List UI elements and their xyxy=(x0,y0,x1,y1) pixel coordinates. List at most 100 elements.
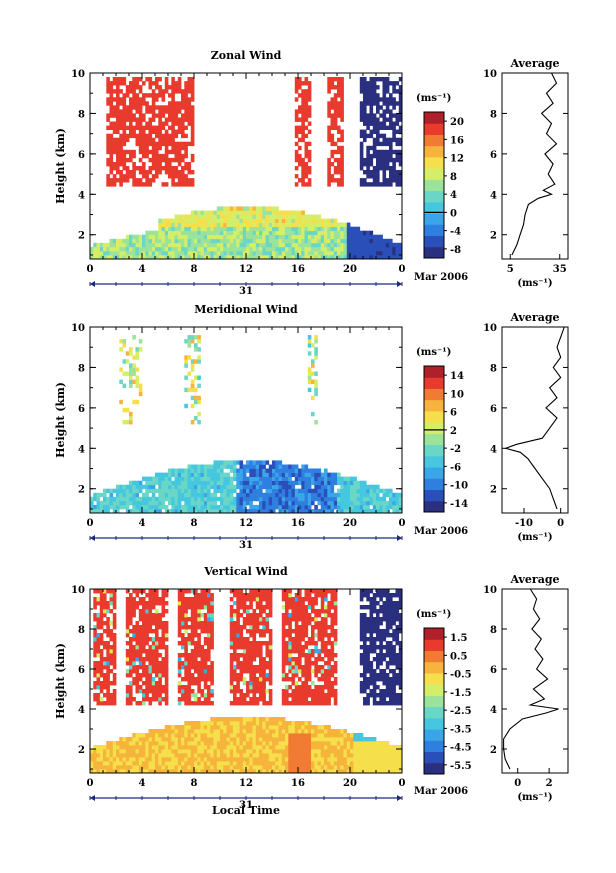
x-axis-label: Local Time xyxy=(212,804,280,817)
profile-y-tick: 2 xyxy=(490,485,497,496)
colorbar-tick: 14 xyxy=(450,371,464,382)
panel-title: Zonal Wind xyxy=(211,49,282,62)
colorbar-tick: 10 xyxy=(450,389,464,400)
profile-y-tick: 8 xyxy=(490,109,497,120)
colorbar-tick: -4 xyxy=(450,227,461,238)
colorbar-tick: 1.5 xyxy=(450,633,467,644)
y-tick-label: 10 xyxy=(71,323,85,334)
month-label: Mar 2006 xyxy=(414,526,468,537)
profile-line xyxy=(503,588,559,770)
x-tick-label: 4 xyxy=(139,778,146,789)
average-profile: Average 2 4 6 8 10 0 2 (ms⁻¹) xyxy=(483,573,569,803)
x-tick-label: 12 xyxy=(239,778,253,789)
colorbar-tick: -10 xyxy=(450,481,468,492)
x-tick-label: 16 xyxy=(291,518,305,529)
profile-y-tick: 4 xyxy=(490,444,497,455)
x-tick-label: 0 xyxy=(399,518,406,529)
colorbar-tick: 0.5 xyxy=(450,651,467,662)
colorbar-tick: -3.5 xyxy=(450,724,472,735)
x-tick-label: 0 xyxy=(87,518,94,529)
average-profile: Average 2 4 6 8 10 5 35(ms⁻¹) xyxy=(483,57,569,289)
average-title: Average xyxy=(509,311,559,324)
colorbar-tick: -0.5 xyxy=(450,670,472,681)
x-tick-label: 16 xyxy=(291,264,305,275)
profile-line xyxy=(503,326,565,510)
profile-y-tick: 4 xyxy=(490,190,497,201)
colorbar-tick: 4 xyxy=(450,190,457,201)
profile-y-tick: 8 xyxy=(490,363,497,374)
profile-x-tick: 5 xyxy=(507,264,514,275)
x-tick-label: 0 xyxy=(87,264,94,275)
x-tick-label: 12 xyxy=(239,264,253,275)
profile-line xyxy=(511,72,558,256)
profile-y-tick: 10 xyxy=(483,69,497,80)
colorbar-tick: -4.5 xyxy=(450,743,472,754)
colorbar-tick: -8 xyxy=(450,245,461,256)
profile-x-tick: 35 xyxy=(553,264,567,275)
colorbar-tick: 8 xyxy=(450,172,457,183)
y-tick-label: 4 xyxy=(78,190,85,201)
average-profile: Average 2 4 6 8 10 -10 0 (ms⁻¹) xyxy=(483,311,569,543)
profile-y-tick: 4 xyxy=(490,705,497,716)
x-tick-label: 4 xyxy=(139,518,146,529)
date-label: 31 xyxy=(239,286,253,297)
y-tick-label: 8 xyxy=(78,625,85,636)
colorbar-tick: 2 xyxy=(450,426,457,437)
profile-y-tick: 6 xyxy=(490,404,497,415)
profile-y-tick: 8 xyxy=(490,625,497,636)
x-tick-label: 0 xyxy=(399,264,406,275)
x-tick-label: 0 xyxy=(87,778,94,789)
y-tick-label: 2 xyxy=(78,231,85,242)
date-label: 31 xyxy=(239,800,253,811)
y-tick-label: 10 xyxy=(71,585,85,596)
profile-frame xyxy=(501,326,569,514)
x-tick-label: 8 xyxy=(191,778,198,789)
profile-units: (ms⁻¹) xyxy=(517,792,552,803)
x-tick-label: 20 xyxy=(343,518,357,529)
colorbar-tick: -2.5 xyxy=(450,706,472,717)
x-tick-label: 8 xyxy=(191,264,198,275)
x-tick-label: 12 xyxy=(239,518,253,529)
colorbar-tick: -5.5 xyxy=(450,761,472,772)
y-tick-label: 2 xyxy=(78,745,85,756)
profile-x-tick: 0 xyxy=(514,778,521,789)
heatmap-cells xyxy=(90,77,403,260)
y-tick-label: 4 xyxy=(78,705,85,716)
x-tick-label: 4 xyxy=(139,264,146,275)
profile-frame xyxy=(501,72,569,260)
y-tick-label: 2 xyxy=(78,485,85,496)
month-label: Mar 2006 xyxy=(414,272,468,283)
colorbar-tick: -6 xyxy=(450,462,461,473)
average-title: Average xyxy=(509,573,559,586)
colorbar-tick: 6 xyxy=(450,408,457,419)
profile-x-tick: -10 xyxy=(515,518,533,529)
colorbar-tick: -2 xyxy=(450,444,461,455)
x-tick-label: 20 xyxy=(343,778,357,789)
y-axis-label: Height (km) xyxy=(54,643,67,719)
colorbar: (ms⁻¹) 1.5 0.5 -0.5 -1.5 -2.5 -3.5 -4.5 -5.5 xyxy=(416,609,472,775)
average-title: Average xyxy=(509,57,559,70)
panel-title: Vertical Wind xyxy=(203,565,288,578)
profile-y-tick: 6 xyxy=(490,150,497,161)
y-axis-label: Height (km) xyxy=(54,382,67,458)
profile-frame xyxy=(501,588,569,774)
y-tick-label: 10 xyxy=(71,69,85,80)
profile-y-tick: 10 xyxy=(483,585,497,596)
colorbar-units: (ms⁻¹) xyxy=(416,93,451,104)
colorbar-units: (ms⁻¹) xyxy=(416,347,451,358)
x-tick-label: 8 xyxy=(191,518,198,529)
profile-x-tick: 2 xyxy=(546,778,553,789)
y-tick-label: 6 xyxy=(78,665,85,676)
colorbar-tick: -1.5 xyxy=(450,688,472,699)
y-tick-label: 4 xyxy=(78,444,85,455)
y-tick-label: 6 xyxy=(78,404,85,415)
colorbar-tick: -14 xyxy=(450,499,468,510)
y-tick-label: 8 xyxy=(78,363,85,374)
x-tick-label: 20 xyxy=(343,264,357,275)
x-tick-label: 16 xyxy=(291,778,305,789)
profile-y-tick: 10 xyxy=(483,323,497,334)
y-tick-label: 6 xyxy=(78,150,85,161)
colorbar-tick: 0 xyxy=(450,208,457,219)
